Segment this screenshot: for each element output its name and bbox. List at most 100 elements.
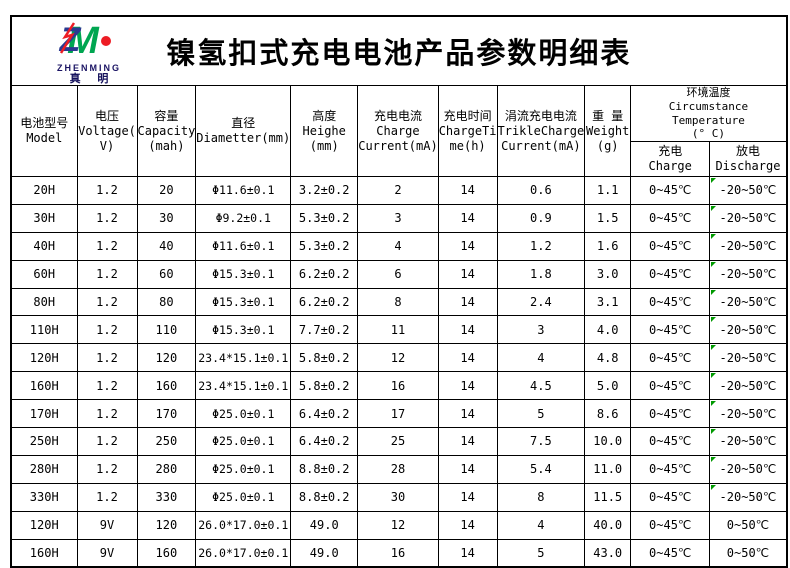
col-header-weight: 重 量 Weight (g) (584, 85, 632, 177)
cell-voltage: 1.2 (76, 231, 138, 261)
cell-charge-temp: 0~45℃ (630, 343, 711, 373)
cell-charge-time: 14 (437, 176, 498, 205)
cell-model: 330H (10, 482, 78, 512)
cell-model: 170H (10, 399, 78, 429)
cell-capacity: 20 (136, 176, 197, 205)
cell-height: 6.2±0.2 (290, 287, 359, 317)
cell-trickle-current: 2.4 (496, 287, 586, 317)
cell-trickle-current: 4 (496, 343, 586, 373)
cell-weight: 1.6 (584, 231, 632, 261)
cell-capacity: 160 (136, 538, 197, 568)
cell-trickle-current: 5 (496, 399, 586, 429)
col-header-model: 电池型号 Model (10, 85, 78, 177)
cell-discharge-temp: 0~50℃ (709, 510, 788, 540)
col-header-trickle-current: 涓流充电电流 TrikleCharge Current(mA) (496, 85, 586, 177)
col-header-diameter: 直径 Diametter(mm) (195, 85, 292, 177)
comment-marker-icon (711, 456, 717, 462)
table-row: 80H 1.2 80 Φ15.3±0.1 6.2±0.2 8 14 2.4 3.1 0~45℃ -2… (10, 287, 788, 317)
cell-voltage: 1.2 (76, 287, 138, 317)
cell-diameter: Φ15.3±0.1 (195, 259, 292, 289)
cell-voltage: 1.2 (76, 399, 138, 429)
cell-height: 8.8±0.2 (290, 454, 359, 484)
cell-discharge-temp: -20~50℃ (709, 343, 788, 373)
table-row: 40H 1.2 40 Φ11.6±0.1 5.3±0.2 4 14 1.2 1.6 0~45℃ -2… (10, 231, 788, 261)
cell-model: 110H (10, 315, 78, 345)
table-row: 280H 1.2 280 Φ25.0±0.1 8.8±0.2 28 14 5.4 11.0 0~4… (10, 454, 788, 484)
cell-height: 8.8±0.2 (290, 482, 359, 512)
cell-weight: 1.5 (584, 203, 632, 233)
cell-model: 120H (10, 510, 78, 540)
cell-capacity: 250 (136, 427, 197, 456)
cell-diameter: 23.4*15.1±0.1 (195, 343, 292, 373)
table-row: 60H 1.2 60 Φ15.3±0.1 6.2±0.2 6 14 1.8 3.0 0~45℃ -2… (10, 259, 788, 289)
cell-weight: 8.6 (584, 399, 632, 429)
cell-weight: 4.8 (584, 343, 632, 373)
cell-capacity: 120 (136, 510, 197, 540)
cell-discharge-temp: -20~50℃ (709, 176, 788, 205)
cell-charge-temp: 0~45℃ (630, 259, 711, 289)
cell-charge-current: 11 (357, 315, 439, 345)
cell-charge-time: 14 (437, 510, 498, 540)
cell-trickle-current: 3 (496, 315, 586, 345)
cell-capacity: 160 (136, 371, 197, 401)
table-row: 20H 1.2 20 Φ11.6±0.1 3.2±0.2 2 14 0.6 1.1 0~45℃ -2… (10, 176, 788, 205)
cell-weight: 40.0 (584, 510, 632, 540)
cell-charge-current: 28 (357, 454, 439, 484)
cell-weight: 11.5 (584, 482, 632, 512)
col-header-charge-current: 充电电流 Charge Current(mA) (357, 85, 439, 177)
cell-voltage: 1.2 (76, 371, 138, 401)
cell-voltage: 1.2 (76, 482, 138, 512)
table-row: 120H 1.2 120 23.4*15.1±0.1 5.8±0.2 12 14 4 4.8 0~… (10, 343, 788, 373)
cell-trickle-current: 4 (496, 510, 586, 540)
cell-discharge-temp: -20~50℃ (709, 454, 788, 484)
cell-charge-temp: 0~45℃ (630, 399, 711, 429)
logo-name-en: ZHENMING (57, 63, 121, 73)
cell-diameter: 26.0*17.0±0.1 (195, 510, 292, 540)
cell-trickle-current: 7.5 (496, 427, 586, 456)
cell-height: 3.2±0.2 (290, 176, 359, 205)
cell-height: 5.8±0.2 (290, 371, 359, 401)
cell-voltage: 9V (76, 510, 138, 540)
cell-charge-time: 14 (437, 231, 498, 261)
title-cell: M Z ZHENMING 真 明 镍氢扣式充电电池产品参数明细表 (10, 15, 788, 86)
cell-voltage: 1.2 (76, 315, 138, 345)
col-header-charge-time: 充电时间 ChargeTi me(h) (437, 85, 498, 177)
cell-charge-current: 8 (357, 287, 439, 317)
cell-model: 40H (10, 231, 78, 261)
cell-discharge-temp: -20~50℃ (709, 287, 788, 317)
cell-discharge-temp: -20~50℃ (709, 427, 788, 456)
cell-charge-temp: 0~45℃ (630, 427, 711, 456)
col-header-capacity: 容量 Capacity (mah) (136, 85, 197, 177)
col-header-height: 高度 Heighe (mm) (290, 85, 359, 177)
cell-voltage: 9V (76, 538, 138, 568)
zm-logo-icon: M Z (59, 20, 111, 62)
cell-weight: 10.0 (584, 427, 632, 456)
cell-charge-time: 14 (437, 454, 498, 484)
cell-voltage: 1.2 (76, 259, 138, 289)
cell-charge-current: 12 (357, 343, 439, 373)
cell-trickle-current: 4.5 (496, 371, 586, 401)
cell-trickle-current: 5.4 (496, 454, 586, 484)
cell-capacity: 280 (136, 454, 197, 484)
cell-charge-time: 14 (437, 427, 498, 456)
col-header-env-temperature: 环境温度 Circumstance Temperature (° C) (630, 85, 788, 142)
cell-charge-current: 16 (357, 538, 439, 568)
table-body: 20H 1.2 20 Φ11.6±0.1 3.2±0.2 2 14 0.6 1.1 0~45℃ -2… (10, 176, 788, 568)
logo-name-cn: 真 明 (69, 73, 116, 85)
cell-diameter: 26.0*17.0±0.1 (195, 538, 292, 568)
cell-discharge-temp: -20~50℃ (709, 231, 788, 261)
cell-discharge-temp: -20~50℃ (709, 371, 788, 401)
cell-charge-current: 12 (357, 510, 439, 540)
comment-marker-icon (711, 373, 717, 379)
cell-trickle-current: 0.9 (496, 203, 586, 233)
cell-height: 5.8±0.2 (290, 343, 359, 373)
cell-height: 49.0 (290, 510, 359, 540)
cell-capacity: 110 (136, 315, 197, 345)
cell-discharge-temp: -20~50℃ (709, 399, 788, 429)
cell-discharge-temp: -20~50℃ (709, 482, 788, 512)
table-row: 110H 1.2 110 Φ15.3±0.1 7.7±0.2 11 14 3 4.0 0~45℃ -… (10, 315, 788, 345)
comment-marker-icon (711, 401, 717, 407)
cell-diameter: Φ25.0±0.1 (195, 482, 292, 512)
cell-discharge-temp: -20~50℃ (709, 203, 788, 233)
cell-voltage: 1.2 (76, 343, 138, 373)
